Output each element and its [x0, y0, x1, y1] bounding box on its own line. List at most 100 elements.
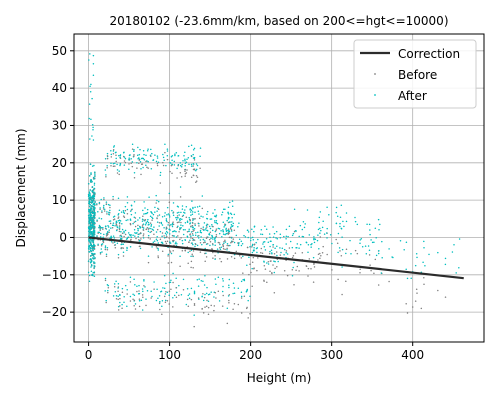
after-point [112, 150, 115, 152]
after-point [238, 222, 240, 224]
after-point [185, 303, 188, 306]
after-point [188, 228, 190, 231]
after-point [349, 239, 351, 242]
after-point [93, 243, 95, 246]
after-point [237, 287, 240, 289]
after-point [193, 147, 196, 150]
after-point [214, 215, 217, 218]
after-point [113, 215, 116, 217]
after-point [110, 162, 112, 165]
after-point [107, 225, 109, 227]
after-point [405, 268, 407, 271]
before-point [251, 261, 254, 263]
after-point [211, 236, 214, 239]
after-point [113, 283, 116, 285]
after-point [338, 247, 341, 249]
after-point [131, 143, 134, 146]
before-point [155, 202, 157, 204]
after-point [124, 205, 127, 208]
after-point [371, 241, 374, 244]
before-point [228, 299, 230, 302]
after-point [131, 161, 134, 163]
after-point [222, 230, 224, 232]
before-point [119, 305, 121, 307]
after-point [305, 241, 308, 244]
after-point [88, 197, 90, 200]
after-point [252, 238, 255, 241]
after-point [213, 296, 215, 298]
after-point [90, 247, 92, 250]
after-point [136, 285, 138, 288]
after-point [191, 200, 193, 202]
after-point [186, 236, 189, 238]
after-point [232, 222, 235, 225]
after-point [428, 253, 430, 256]
after-point [151, 217, 154, 220]
after-point [161, 216, 164, 218]
before-point [266, 281, 268, 284]
after-point [381, 240, 383, 243]
y-tick-label: −10 [42, 268, 67, 282]
before-point [232, 308, 234, 310]
after-point [197, 285, 200, 287]
before-point [227, 244, 230, 247]
before-point [202, 292, 204, 295]
before-point [153, 288, 155, 290]
before-point [263, 265, 266, 267]
before-point [157, 256, 160, 259]
before-point [222, 244, 224, 247]
after-point [161, 235, 163, 237]
after-point [244, 236, 247, 238]
before-point [198, 217, 201, 219]
after-point [210, 237, 212, 240]
after-point [117, 197, 120, 199]
after-point [92, 195, 94, 198]
after-point [268, 233, 271, 235]
after-point [180, 293, 183, 296]
before-point [165, 236, 167, 239]
after-point [88, 59, 90, 61]
before-point [142, 215, 144, 218]
after-point [119, 294, 121, 296]
after-point [173, 294, 176, 297]
before-point [199, 167, 201, 170]
after-point [337, 232, 340, 235]
before-point [105, 203, 108, 205]
before-point [229, 227, 232, 230]
before-point [194, 223, 196, 225]
after-point [149, 231, 151, 233]
before-point [121, 291, 124, 294]
after-point [100, 232, 102, 235]
after-point [90, 239, 92, 242]
after-point [455, 272, 457, 274]
after-point [107, 203, 110, 206]
before-point [359, 271, 361, 274]
after-point [204, 293, 206, 296]
after-point [128, 157, 130, 159]
after-point [217, 276, 220, 278]
before-point [191, 224, 194, 227]
after-point [168, 228, 170, 231]
after-point [310, 246, 312, 248]
after-point [92, 54, 95, 57]
after-point [143, 213, 145, 215]
after-point [195, 168, 198, 171]
after-point [133, 171, 136, 174]
after-point [232, 282, 235, 284]
after-point [179, 186, 182, 188]
after-point [193, 291, 196, 294]
before-point [369, 264, 371, 266]
after-point [141, 218, 144, 220]
after-point [163, 215, 166, 217]
after-point [92, 208, 95, 211]
after-point [168, 281, 171, 284]
after-point [164, 232, 167, 234]
before-point [107, 286, 110, 289]
after-point [207, 300, 210, 303]
after-point [140, 299, 143, 302]
after-point [127, 236, 129, 239]
before-point [150, 155, 152, 157]
after-point [150, 225, 152, 227]
after-point [171, 225, 174, 228]
after-point [172, 202, 175, 204]
